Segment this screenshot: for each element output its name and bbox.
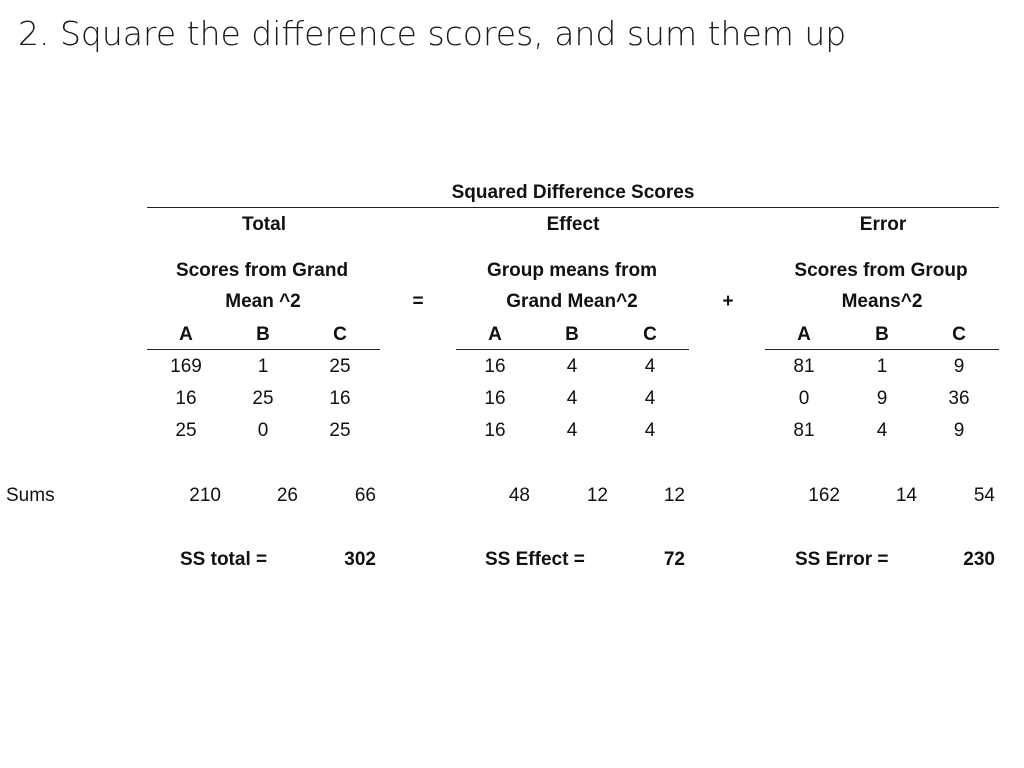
effect-subheader-line1: Group means from [487, 260, 657, 281]
total-subheader-line2: Mean ^2 [225, 291, 301, 312]
error-r1-b: 1 [876, 356, 888, 377]
total-sum-c: 66 [354, 485, 376, 506]
section-error-header: Error [859, 214, 907, 235]
ss-effect-label: SS Effect = [485, 549, 585, 570]
section-effect-header: Effect [546, 214, 600, 235]
effect-r2-b: 4 [566, 388, 578, 409]
error-col-c: C [952, 324, 966, 345]
effect-r2-c: 4 [644, 388, 656, 409]
error-sum-c: 54 [973, 485, 995, 506]
effect-col-a: A [488, 324, 502, 345]
total-r1-b: 1 [257, 356, 269, 377]
ss-effect-value: 72 [663, 549, 685, 570]
total-r3-c: 25 [329, 420, 351, 441]
total-col-a: A [179, 324, 193, 345]
error-subheader-line2: Means^2 [841, 291, 923, 312]
effect-r3-c: 4 [644, 420, 656, 441]
error-r3-b: 4 [876, 420, 888, 441]
total-subheader-line1: Scores from Grand [175, 260, 349, 281]
total-r3-b: 0 [257, 420, 269, 441]
ss-total-value: 302 [344, 549, 376, 570]
ss-error-value: 230 [963, 549, 995, 570]
total-r2-b: 25 [252, 388, 274, 409]
total-r1-a: 169 [170, 356, 202, 377]
error-r2-a: 0 [798, 388, 810, 409]
error-r3-a: 81 [793, 420, 815, 441]
effect-col-b: B [565, 324, 579, 345]
error-r2-b: 9 [876, 388, 888, 409]
section-total-header: Total [242, 214, 286, 235]
slide-title: 2. Square the difference scores, and sum… [18, 14, 847, 53]
total-r2-a: 16 [175, 388, 197, 409]
error-r3-c: 9 [953, 420, 965, 441]
plus-sign: + [722, 291, 734, 312]
total-sum-b: 26 [276, 485, 298, 506]
error-r1-a: 81 [793, 356, 815, 377]
error-subheader-line1: Scores from Group [794, 260, 968, 281]
effect-r2-a: 16 [484, 388, 506, 409]
effect-r3-b: 4 [566, 420, 578, 441]
equals-sign: = [412, 291, 424, 312]
error-columns-rule [765, 349, 999, 350]
total-col-c: C [333, 324, 347, 345]
effect-r3-a: 16 [484, 420, 506, 441]
caption-rule [147, 207, 999, 208]
effect-r1-b: 4 [566, 356, 578, 377]
sums-label: Sums [6, 485, 55, 506]
effect-columns-rule [456, 349, 689, 350]
error-col-b: B [875, 324, 889, 345]
total-r1-c: 25 [329, 356, 351, 377]
total-sum-a: 210 [189, 485, 221, 506]
table-caption: Squared Difference Scores [451, 182, 695, 203]
total-r3-a: 25 [175, 420, 197, 441]
effect-sum-c: 12 [663, 485, 685, 506]
effect-col-c: C [643, 324, 657, 345]
effect-r1-c: 4 [644, 356, 656, 377]
effect-sum-a: 48 [508, 485, 530, 506]
total-r2-c: 16 [329, 388, 351, 409]
error-sum-a: 162 [808, 485, 840, 506]
effect-sum-b: 12 [586, 485, 608, 506]
error-r1-c: 9 [953, 356, 965, 377]
error-col-a: A [797, 324, 811, 345]
effect-r1-a: 16 [484, 356, 506, 377]
total-col-b: B [256, 324, 270, 345]
effect-subheader-line2: Grand Mean^2 [506, 291, 638, 312]
ss-error-label: SS Error = [795, 549, 889, 570]
total-columns-rule [147, 349, 380, 350]
ss-total-label: SS total = [180, 549, 268, 570]
error-r2-c: 36 [948, 388, 970, 409]
error-sum-b: 14 [895, 485, 917, 506]
